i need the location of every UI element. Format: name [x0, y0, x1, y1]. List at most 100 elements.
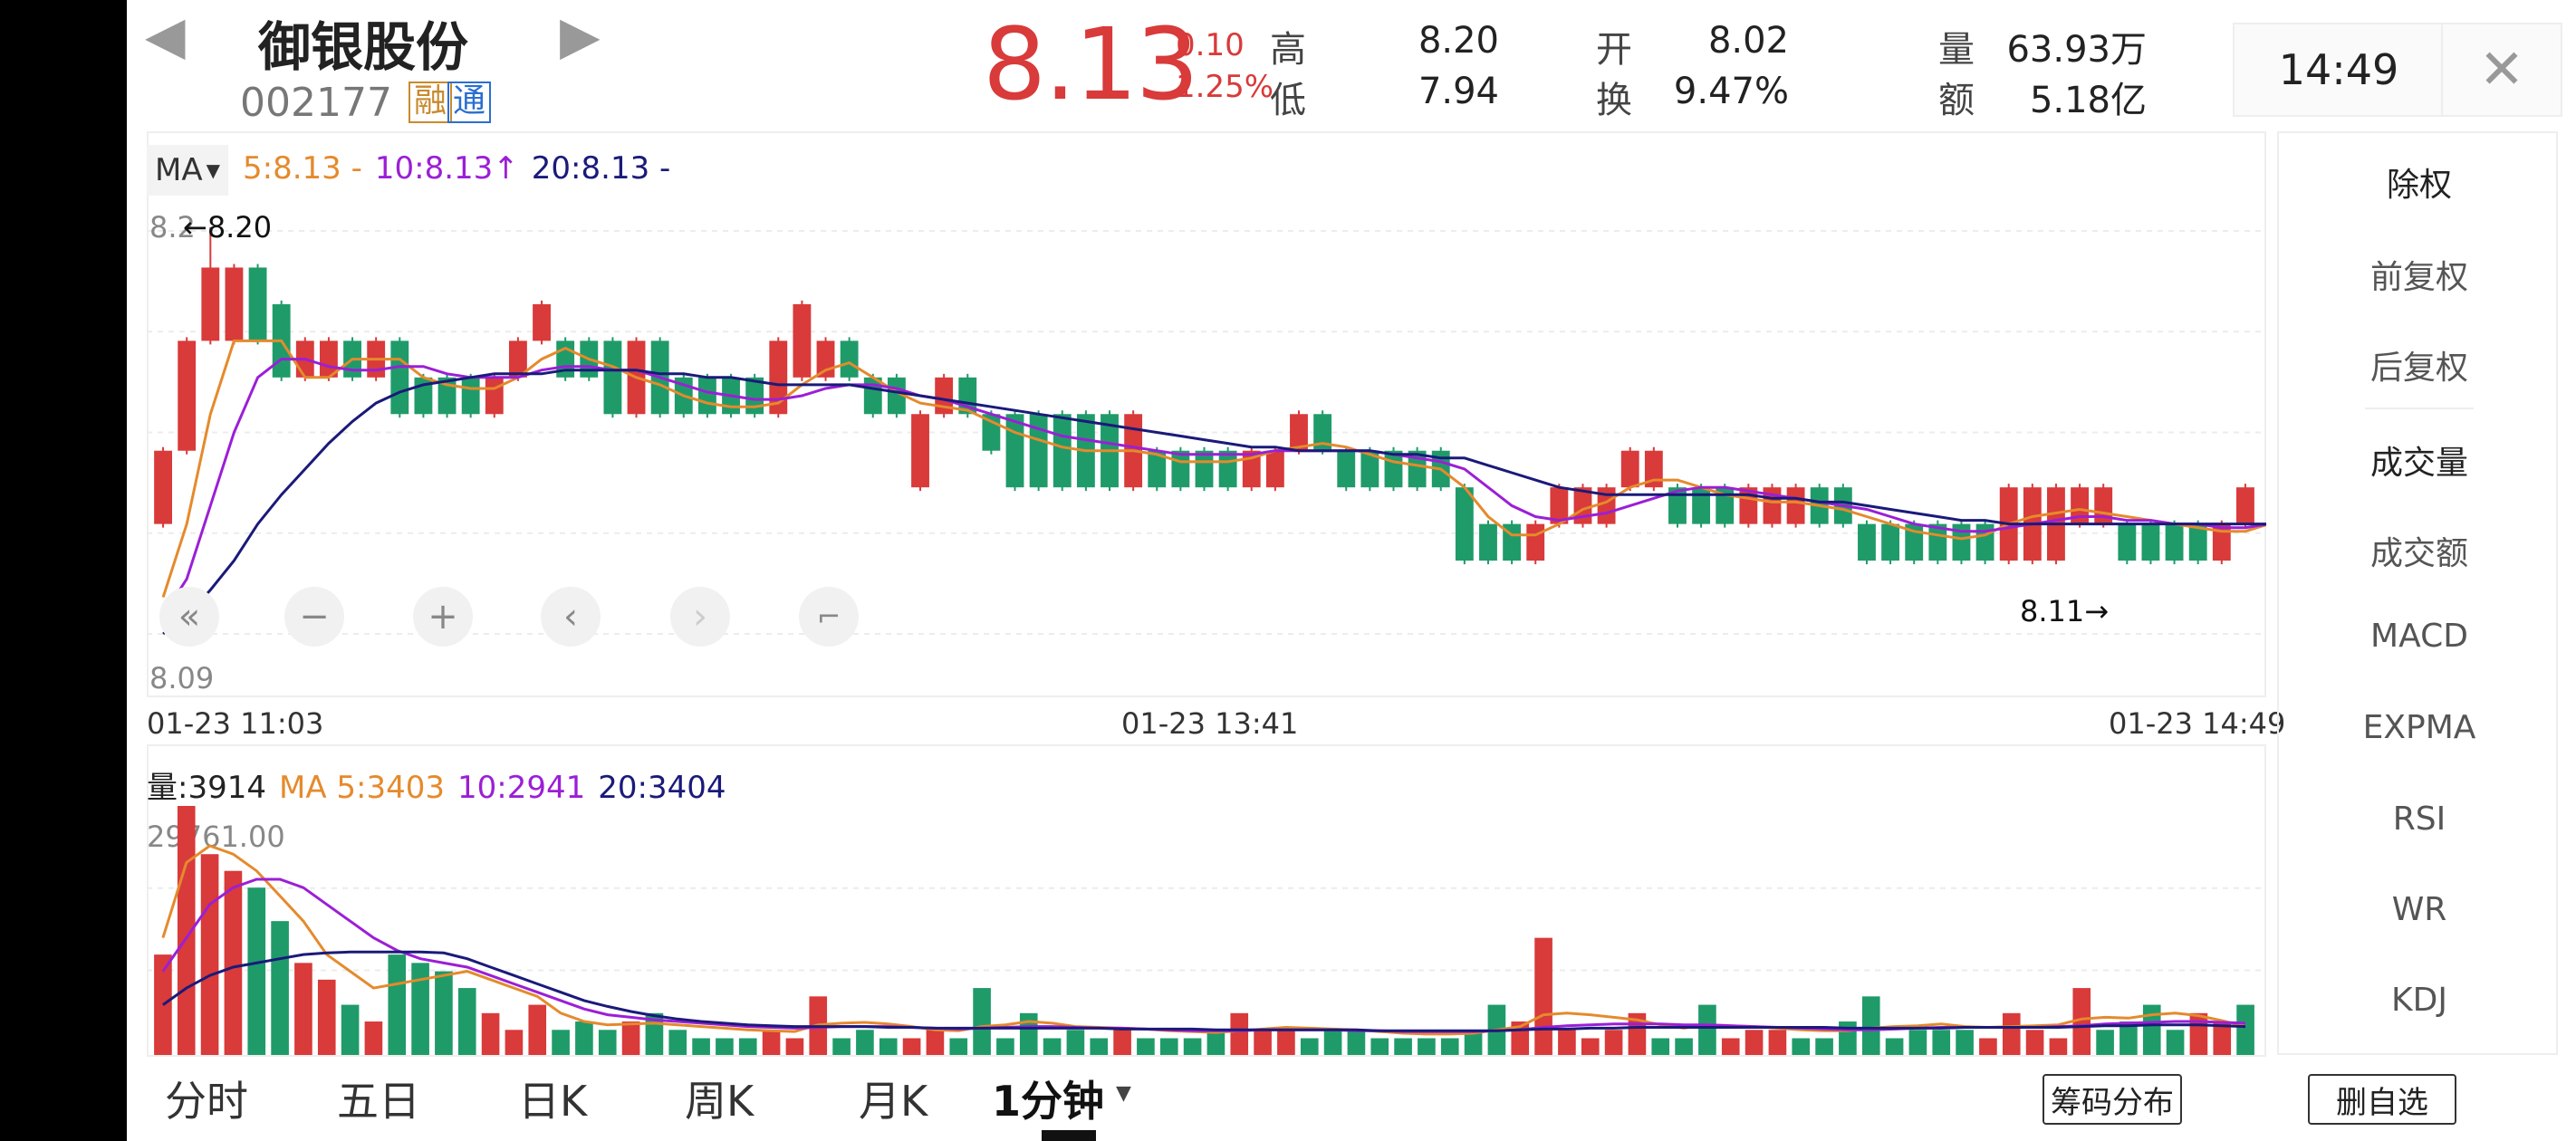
reset-icon[interactable]: ⌐ [799, 587, 859, 647]
volume-bar [1604, 1030, 1623, 1055]
volume-bar [1534, 937, 1552, 1055]
zoom-in-icon[interactable]: + [413, 587, 473, 647]
candle-body [863, 377, 882, 415]
next-stock-icon[interactable]: ▶ [560, 5, 601, 66]
volume-chart[interactable] [147, 806, 2266, 1055]
volume-bar [1979, 1038, 1997, 1055]
open-label: 开 [1596, 29, 1632, 71]
candle-body [461, 377, 480, 415]
tab-1-minute[interactable]: 1分钟 [992, 1077, 1105, 1126]
volume-bar [668, 1030, 687, 1055]
sidebar-item-rsi[interactable]: RSI [2392, 801, 2446, 838]
stock-name: 御银股份 [258, 16, 469, 78]
volume-bar [1908, 1030, 1927, 1055]
candle-body [1668, 487, 1687, 524]
fast-back-icon[interactable]: « [159, 587, 219, 647]
volume-bar [598, 1030, 617, 1055]
high-value: 8.20 [1418, 20, 1499, 62]
volume-bar [1370, 1038, 1389, 1055]
candle-body [1786, 487, 1805, 524]
pan-left-icon[interactable]: ‹ [541, 587, 601, 647]
volume-value-legend: 量:3914 [147, 770, 266, 806]
candle-body [390, 340, 409, 415]
sidebar-item-backward-adjust[interactable]: 后复权 [2369, 350, 2468, 387]
candle-body [1550, 487, 1569, 524]
kline-panel [147, 131, 2266, 697]
tab-monthly-k[interactable]: 月K [859, 1077, 928, 1126]
volume-bar [1558, 1030, 1576, 1055]
sidebar-item-wr[interactable]: WR [2391, 891, 2447, 928]
volume-bar [1768, 1030, 1787, 1055]
volume-bar [2072, 988, 2091, 1055]
sidebar-item-exright[interactable]: 除权 [2386, 167, 2452, 204]
caret-down-icon: ▼ [206, 159, 220, 181]
amount-label: 额 [1938, 80, 1975, 121]
vol-ma5-legend: MA 5:3403 [278, 770, 445, 806]
ma10-line [161, 358, 2266, 617]
volume-bar [411, 963, 429, 1055]
volume-bar [200, 854, 219, 1055]
volume-bar [505, 1030, 524, 1055]
y-max-label: 8.2 [149, 210, 196, 244]
candle-body [154, 450, 172, 524]
remove-watchlist-button[interactable]: 删自选 [2308, 1074, 2456, 1125]
volume-bar [1183, 1038, 1202, 1055]
volume-bar [2142, 1004, 2161, 1055]
x-tick-start: 01-23 11:03 [147, 706, 324, 741]
low-value: 7.94 [1418, 71, 1499, 112]
sidebar-item-kdj[interactable]: KDJ [2391, 982, 2447, 1019]
sidebar-item-forward-adjust[interactable]: 前复权 [2369, 259, 2468, 296]
price-change-pct: 1.25% [1176, 69, 1274, 105]
volume-bar [271, 921, 289, 1055]
prev-stock-icon[interactable]: ◀ [145, 5, 186, 66]
kline-chart[interactable] [147, 208, 2266, 688]
sidebar-item-macd[interactable]: MACD [2370, 618, 2468, 655]
volume-bar [1090, 1038, 1109, 1055]
volume-bar [1440, 1038, 1459, 1055]
tab-weekly-k[interactable]: 周K [685, 1077, 755, 1126]
close-icon[interactable]: ✕ [2441, 23, 2562, 117]
volume-bar [1418, 1038, 1436, 1055]
candle-body [1148, 450, 1167, 488]
candle-body [2212, 523, 2231, 561]
candle-body [2118, 523, 2137, 561]
app-window: ◀ 御银股份 ▶ 002177 融 通 8.13 0.10 1.25% 高 8.… [127, 0, 2576, 1141]
candle-body [1526, 523, 1545, 561]
price-change: 0.10 [1176, 27, 1245, 63]
candle-body [1858, 523, 1876, 561]
volume-bar [1651, 1038, 1670, 1055]
volume-bar [902, 1038, 921, 1055]
clock-display: 14:49 [2233, 23, 2445, 117]
x-tick-mid: 01-23 13:41 [1121, 706, 1299, 741]
candle-body [1620, 450, 1639, 488]
indicator-sidebar: 除权 前复权 后复权 成交量 成交额 MACD EXPMA RSI WR KDJ [2277, 131, 2558, 1055]
caret-down-icon[interactable]: ▼ [1116, 1082, 1131, 1105]
tab-daily-k[interactable]: 日K [518, 1077, 588, 1126]
stock-code: 002177 [240, 80, 392, 126]
candle-body [911, 414, 929, 488]
ma-selector[interactable]: MA ▼ [147, 145, 228, 196]
pan-right-icon[interactable]: › [670, 587, 730, 647]
volume-bar [621, 1021, 640, 1055]
candle-body [1881, 523, 1900, 561]
volume-bar [317, 979, 336, 1055]
sidebar-item-volume[interactable]: 成交量 [2369, 445, 2468, 482]
volume-bar [457, 988, 476, 1055]
margin-badge: 融 [409, 82, 453, 123]
candle-body [2141, 523, 2160, 561]
ma5-line [161, 339, 2266, 598]
sidebar-item-amount[interactable]: 成交额 [2369, 535, 2468, 572]
candle-body [2236, 487, 2254, 524]
tab-intraday[interactable]: 分时 [165, 1077, 248, 1126]
sidebar-item-expma[interactable]: EXPMA [2362, 709, 2476, 746]
turnover-label: 换 [1596, 80, 1632, 121]
chip-distribution-button[interactable]: 筹码分布 [2043, 1074, 2182, 1125]
volume-bar [1839, 1021, 1857, 1055]
tab-five-day[interactable]: 五日 [337, 1077, 420, 1126]
volume-bar [1137, 1038, 1155, 1055]
connect-badge: 通 [447, 82, 492, 123]
ma-selector-label: MA [155, 152, 203, 188]
zoom-out-icon[interactable]: − [284, 587, 344, 647]
up-arrow-icon: ↑ [493, 150, 519, 187]
volume-bar [2025, 1030, 2044, 1055]
